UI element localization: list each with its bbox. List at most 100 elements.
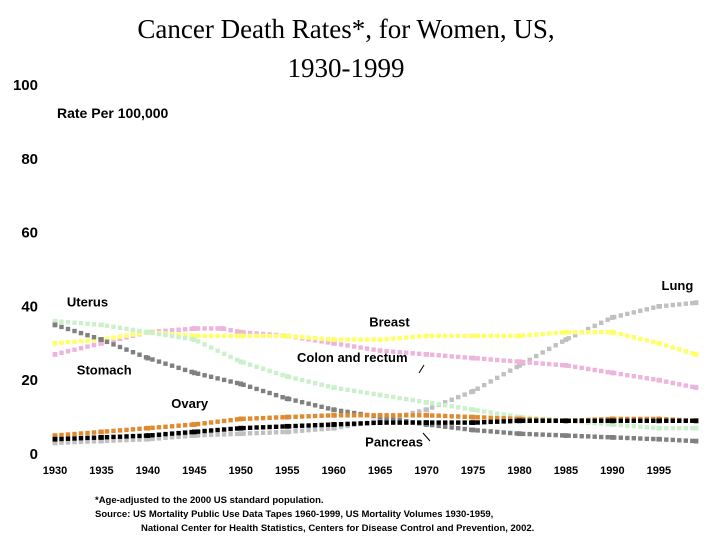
series-marker [397,395,402,401]
series-marker [677,347,682,352]
data-series [52,300,699,446]
series-marker [72,339,77,344]
series-marker [566,330,571,335]
series-marker [475,386,480,391]
series-marker [59,340,64,345]
series-marker [247,362,253,367]
series-marker [586,330,591,335]
series-marker [299,423,305,428]
data-point-colon-and-rectum-1965 [377,392,383,398]
series-marker [260,425,266,430]
data-point-colon-and-rectum-1999 [693,425,699,431]
series-marker [514,364,519,370]
series-marker [117,334,123,339]
data-point-stomach-1995 [656,436,662,442]
series-marker [72,328,77,334]
data-point-uterus-1970 [424,352,429,357]
data-point-breast-1999 [693,352,699,357]
data-point-stomach-1950 [238,381,244,387]
series-marker [501,430,506,435]
series-marker [690,351,695,356]
series-marker [91,430,97,435]
series-marker [176,334,181,340]
series-marker [417,334,422,339]
series-marker [273,430,279,435]
series-marker [553,330,558,336]
series-marker [273,370,279,376]
series-marker [338,413,344,418]
series-marker [417,420,422,425]
series-marker [59,436,64,442]
series-marker [404,420,409,425]
series-marker [573,433,578,439]
series-marker [247,330,253,336]
series-marker [59,440,64,445]
series-marker [195,421,201,427]
series-marker [521,359,526,365]
series-marker [156,436,162,441]
data-point-ovary-1965 [377,412,383,418]
series-marker [312,403,318,408]
data-point-breast-1970 [424,333,429,339]
series-marker [683,301,688,306]
series-marker [430,352,435,357]
series-marker [273,333,279,339]
series-marker [443,413,448,419]
series-marker [260,388,266,394]
series-marker [618,371,623,377]
series-marker [189,433,194,438]
series-marker [391,417,396,422]
series-marker [579,330,584,335]
series-marker [215,333,220,339]
series-marker [391,413,396,418]
series-marker [130,437,136,442]
series-marker [345,337,350,342]
series-marker [189,333,194,338]
series-marker [351,337,357,342]
series-marker [65,349,71,354]
data-point-stomach-1985 [563,433,569,438]
series-marker [325,340,331,345]
series-marker [514,333,519,339]
data-point-stomach-1945 [191,370,197,376]
series-marker [176,365,181,370]
data-point-breast-1930 [52,340,58,346]
series-marker [599,434,604,440]
data-point-stomach-1990 [610,435,615,440]
series-marker [566,418,571,423]
series-marker [670,380,675,386]
series-marker [618,332,623,337]
series-marker [644,425,649,430]
series-marker [91,439,97,444]
series-marker [495,357,500,363]
series-marker [169,328,175,333]
data-point-lung-1975 [470,388,476,394]
data-point-colon-and-rectum-1970 [424,399,429,405]
series-marker [501,372,506,377]
data-point-lung-1950 [238,431,244,437]
data-point-colon-and-rectum-1940 [145,329,151,335]
series-marker [176,434,181,439]
data-point-uterus-1995 [656,377,662,383]
series-marker [540,350,545,355]
series-marker [319,336,324,341]
series-marker [215,432,220,437]
series-marker [638,418,643,423]
series-marker [456,426,461,431]
series-marker [521,431,526,437]
x-tick-1965: 1965 [368,465,392,477]
series-marker [417,399,422,404]
series-marker [241,360,246,365]
data-point-pancreas-1970 [424,420,429,425]
data-point-pancreas-1980 [517,418,522,424]
series-marker [169,424,175,429]
series-marker [404,350,409,355]
series-marker [117,325,123,330]
series-marker [234,333,240,339]
series-marker [540,361,545,366]
series-marker [150,436,155,442]
series-marker [364,413,370,418]
series-marker [508,419,513,424]
series-marker [306,335,311,340]
data-point-uterus-1950 [238,329,244,335]
